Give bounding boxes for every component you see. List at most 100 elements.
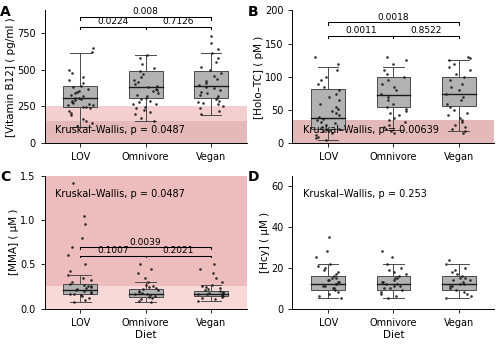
Point: [214, 46, 222, 52]
Point: [134, 271, 141, 276]
Point: [152, 86, 160, 92]
Point: [452, 71, 460, 76]
Point: [382, 281, 390, 287]
Point: [149, 88, 157, 94]
Point: [458, 119, 466, 125]
Point: [332, 281, 340, 287]
Point: [462, 129, 469, 134]
Y-axis label: [Hcy] ( μM ): [Hcy] ( μM ): [260, 211, 270, 273]
Point: [396, 273, 404, 279]
Point: [80, 282, 88, 288]
Point: [449, 277, 457, 283]
Point: [388, 255, 396, 260]
Point: [136, 289, 143, 294]
Point: [461, 275, 469, 281]
Point: [378, 81, 386, 86]
Point: [142, 52, 150, 58]
Text: Kruskal–Wallis, p = 0.0487: Kruskal–Wallis, p = 0.0487: [54, 126, 184, 135]
Point: [152, 285, 160, 291]
Point: [320, 283, 328, 289]
Point: [72, 286, 80, 292]
Point: [208, 51, 216, 56]
Point: [448, 283, 456, 289]
Text: 0.008: 0.008: [132, 7, 158, 16]
Point: [80, 213, 88, 218]
Point: [332, 91, 340, 96]
Text: 0.0011: 0.0011: [345, 26, 376, 35]
Point: [330, 273, 338, 279]
Point: [380, 67, 388, 73]
Point: [324, 277, 332, 283]
Point: [146, 98, 154, 103]
Point: [466, 294, 474, 299]
Point: [202, 287, 209, 293]
Point: [73, 89, 81, 94]
Point: [442, 91, 450, 96]
Point: [464, 111, 471, 116]
Point: [385, 267, 393, 273]
Text: 0.0039: 0.0039: [130, 238, 162, 247]
Point: [332, 104, 340, 110]
Point: [320, 267, 328, 273]
Bar: [376, 276, 410, 290]
Point: [154, 91, 162, 96]
Point: [392, 294, 400, 299]
Point: [328, 109, 336, 114]
Point: [77, 97, 85, 102]
Point: [444, 57, 452, 63]
Point: [450, 107, 458, 113]
Point: [148, 295, 156, 301]
Point: [382, 71, 390, 76]
Point: [136, 115, 144, 120]
Point: [204, 286, 212, 292]
Point: [330, 288, 338, 293]
Point: [138, 290, 146, 295]
Point: [390, 84, 398, 90]
X-axis label: Diet: Diet: [382, 330, 404, 340]
Point: [68, 112, 76, 118]
Point: [210, 85, 218, 91]
Point: [145, 285, 153, 290]
Point: [464, 54, 472, 60]
Point: [138, 71, 146, 77]
Bar: [376, 77, 410, 107]
Point: [80, 288, 88, 294]
Point: [136, 99, 143, 105]
Point: [320, 129, 328, 134]
Point: [69, 180, 77, 185]
Point: [392, 281, 400, 287]
Point: [446, 283, 454, 289]
Point: [336, 113, 344, 118]
Point: [88, 49, 96, 55]
Point: [448, 269, 456, 275]
Point: [79, 80, 87, 86]
Point: [69, 100, 77, 106]
Point: [202, 80, 210, 86]
Point: [70, 292, 78, 297]
Point: [131, 111, 139, 117]
Point: [66, 281, 74, 286]
Point: [144, 279, 152, 285]
Point: [378, 91, 386, 96]
Point: [65, 108, 73, 113]
Point: [214, 55, 222, 61]
Point: [326, 261, 334, 266]
Point: [131, 82, 139, 87]
Point: [384, 94, 392, 100]
Point: [152, 101, 160, 107]
Point: [396, 283, 404, 289]
Bar: [44, 176, 246, 285]
Point: [199, 100, 207, 106]
Point: [393, 275, 401, 281]
Point: [334, 290, 342, 295]
Point: [144, 85, 152, 90]
Point: [324, 127, 332, 133]
Point: [402, 57, 410, 63]
Point: [459, 131, 467, 136]
Point: [326, 94, 334, 100]
Text: A: A: [0, 5, 11, 19]
Point: [462, 265, 469, 271]
Point: [319, 283, 327, 289]
Point: [318, 124, 326, 129]
Point: [312, 133, 320, 138]
